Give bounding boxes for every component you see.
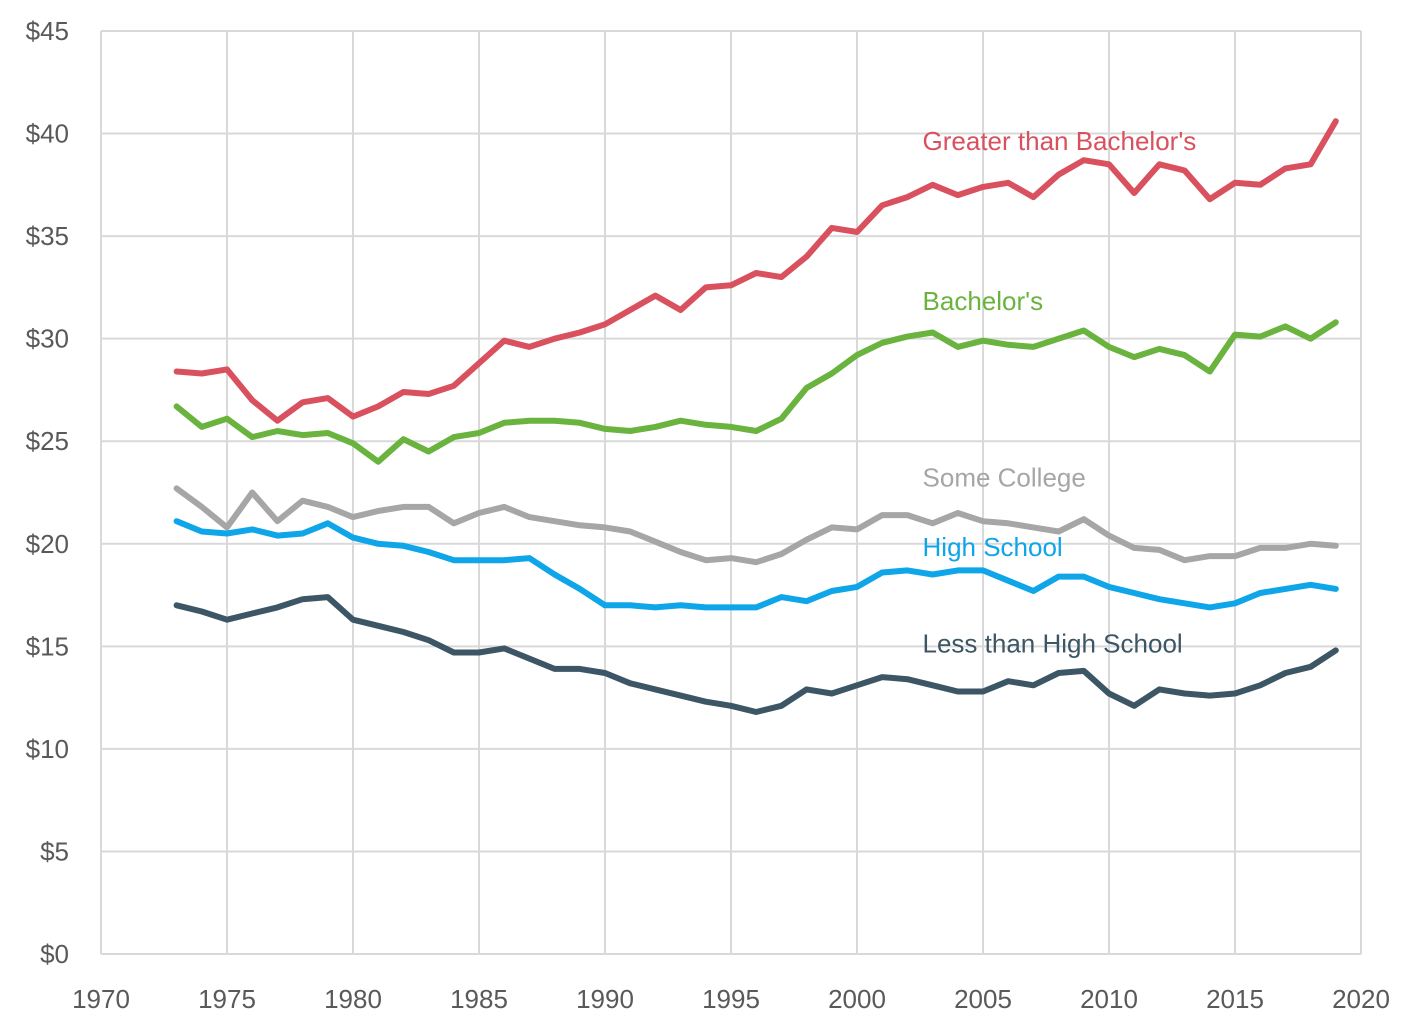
y-tick-label: $5 (40, 836, 69, 866)
series-line-less-than-high-school (173, 594, 1339, 715)
series-label-bachelor-s: Bachelor's (923, 286, 1044, 316)
x-tick-label: 1970 (72, 984, 130, 1014)
series-lines (173, 118, 1339, 715)
x-tick-label: 2010 (1080, 984, 1138, 1014)
series-label-less-than-high-school: Less than High School (923, 628, 1183, 658)
y-tick-label: $0 (40, 939, 69, 969)
series-line-high-school (173, 518, 1339, 611)
y-tick-label: $35 (26, 221, 69, 251)
y-tick-label: $25 (26, 426, 69, 456)
x-tick-label: 2020 (1332, 984, 1390, 1014)
y-tick-label: $40 (26, 119, 69, 149)
series-label-high-school: High School (923, 532, 1063, 562)
series-line-greater-than-bachelor-s (173, 118, 1339, 424)
y-tick-label: $45 (26, 16, 69, 46)
series-line-some-college (173, 485, 1339, 566)
y-tick-label: $10 (26, 734, 69, 764)
x-tick-label: 1990 (576, 984, 634, 1014)
series-labels: Greater than Bachelor's Bachelor's Some Co… (923, 126, 1197, 659)
x-tick-label: 1985 (450, 984, 508, 1014)
x-tick-label: 2000 (828, 984, 886, 1014)
series-label-some-college: Some College (923, 462, 1086, 492)
series-label-greater-than-bachelor-s: Greater than Bachelor's (923, 126, 1197, 156)
x-tick-label: 1995 (702, 984, 760, 1014)
y-tick-label: $15 (26, 631, 69, 661)
x-tick-label: 1975 (198, 984, 256, 1014)
grid (100, 30, 1362, 955)
axis-labels: $0 $5 $10 $15 $20 $25 $30 $35 $40 $45 1970 1975 1980… (26, 16, 1390, 1014)
y-tick-label: $30 (26, 324, 69, 354)
x-tick-label: 1980 (324, 984, 382, 1014)
series-line-bachelor-s (173, 319, 1339, 465)
x-tick-label: 2005 (954, 984, 1012, 1014)
y-tick-label: $20 (26, 529, 69, 559)
x-tick-label: 2015 (1206, 984, 1264, 1014)
